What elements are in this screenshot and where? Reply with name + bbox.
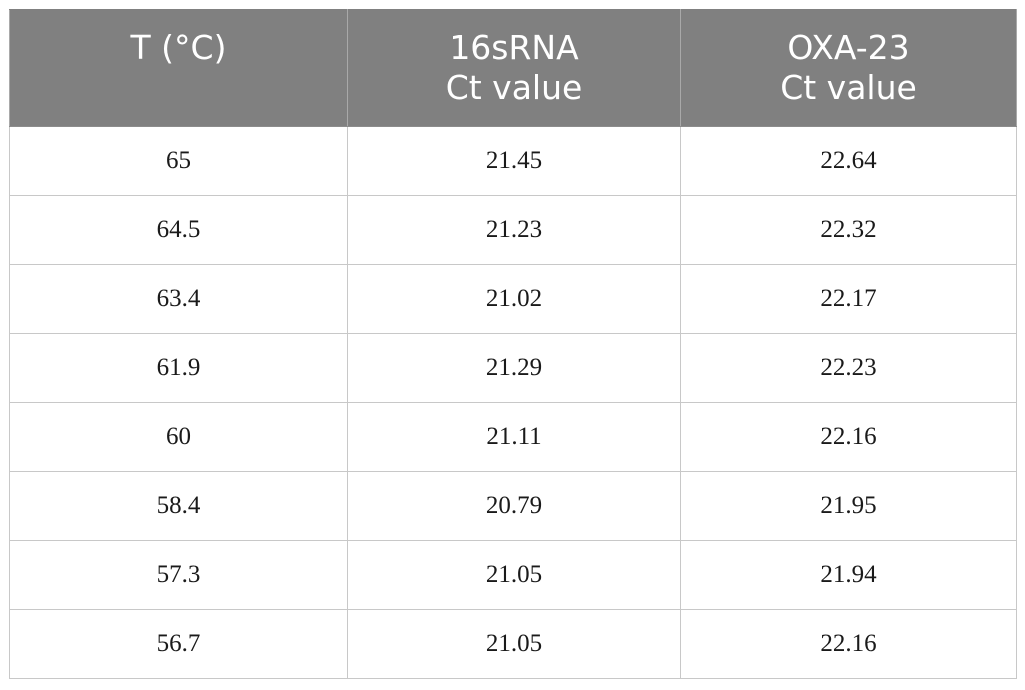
cell-temperature: 65 — [9, 126, 348, 196]
cell-temperature: 58.4 — [9, 471, 348, 541]
cell-oxa23-ct: 22.16 — [680, 609, 1017, 679]
cell-temperature: 57.3 — [9, 540, 348, 610]
cell-temperature: 56.7 — [9, 609, 348, 679]
cell-16srna-ct: 20.79 — [347, 471, 681, 541]
header-16srna-sublabel: Ct value — [445, 68, 583, 107]
header-temperature-label: T (°C) — [130, 28, 227, 67]
cell-16srna-ct: 21.05 — [347, 540, 681, 610]
cell-16srna-ct: 21.45 — [347, 126, 681, 196]
cell-16srna-ct: 21.29 — [347, 333, 681, 403]
cell-temperature: 63.4 — [9, 264, 348, 334]
cell-temperature: 60 — [9, 402, 348, 472]
header-temperature: T (°C) — [9, 9, 348, 127]
header-oxa23-ct: OXA-23 Ct value — [680, 9, 1017, 127]
cell-16srna-ct: 21.05 — [347, 609, 681, 679]
table-row: 58.4 20.79 21.95 — [9, 471, 1017, 541]
table-row: 57.3 21.05 21.94 — [9, 540, 1017, 610]
data-table-container: T (°C) 16sRNA Ct value OXA-23 Ct value 6… — [9, 9, 1017, 679]
cell-temperature: 61.9 — [9, 333, 348, 403]
table-row: 60 21.11 22.16 — [9, 402, 1017, 472]
data-table: T (°C) 16sRNA Ct value OXA-23 Ct value 6… — [9, 9, 1017, 679]
cell-oxa23-ct: 22.64 — [680, 126, 1017, 196]
cell-16srna-ct: 21.02 — [347, 264, 681, 334]
table-row: 56.7 21.05 22.16 — [9, 609, 1017, 679]
table-row: 61.9 21.29 22.23 — [9, 333, 1017, 403]
cell-oxa23-ct: 22.32 — [680, 195, 1017, 265]
table-row: 65 21.45 22.64 — [9, 126, 1017, 196]
cell-oxa23-ct: 22.16 — [680, 402, 1017, 472]
header-row: T (°C) 16sRNA Ct value OXA-23 Ct value — [9, 9, 1017, 127]
cell-oxa23-ct: 22.23 — [680, 333, 1017, 403]
header-16srna-ct: 16sRNA Ct value — [347, 9, 681, 127]
cell-oxa23-ct: 21.95 — [680, 471, 1017, 541]
cell-oxa23-ct: 21.94 — [680, 540, 1017, 610]
cell-16srna-ct: 21.23 — [347, 195, 681, 265]
table-row: 63.4 21.02 22.17 — [9, 264, 1017, 334]
header-oxa23-label: OXA-23 — [787, 28, 910, 67]
table-row: 64.5 21.23 22.32 — [9, 195, 1017, 265]
header-oxa23-sublabel: Ct value — [780, 68, 917, 107]
table-body: 65 21.45 22.64 64.5 21.23 22.32 63.4 21.… — [9, 126, 1017, 679]
cell-oxa23-ct: 22.17 — [680, 264, 1017, 334]
cell-temperature: 64.5 — [9, 195, 348, 265]
cell-16srna-ct: 21.11 — [347, 402, 681, 472]
table-header: T (°C) 16sRNA Ct value OXA-23 Ct value — [9, 9, 1017, 127]
header-16srna-label: 16sRNA — [449, 28, 579, 67]
